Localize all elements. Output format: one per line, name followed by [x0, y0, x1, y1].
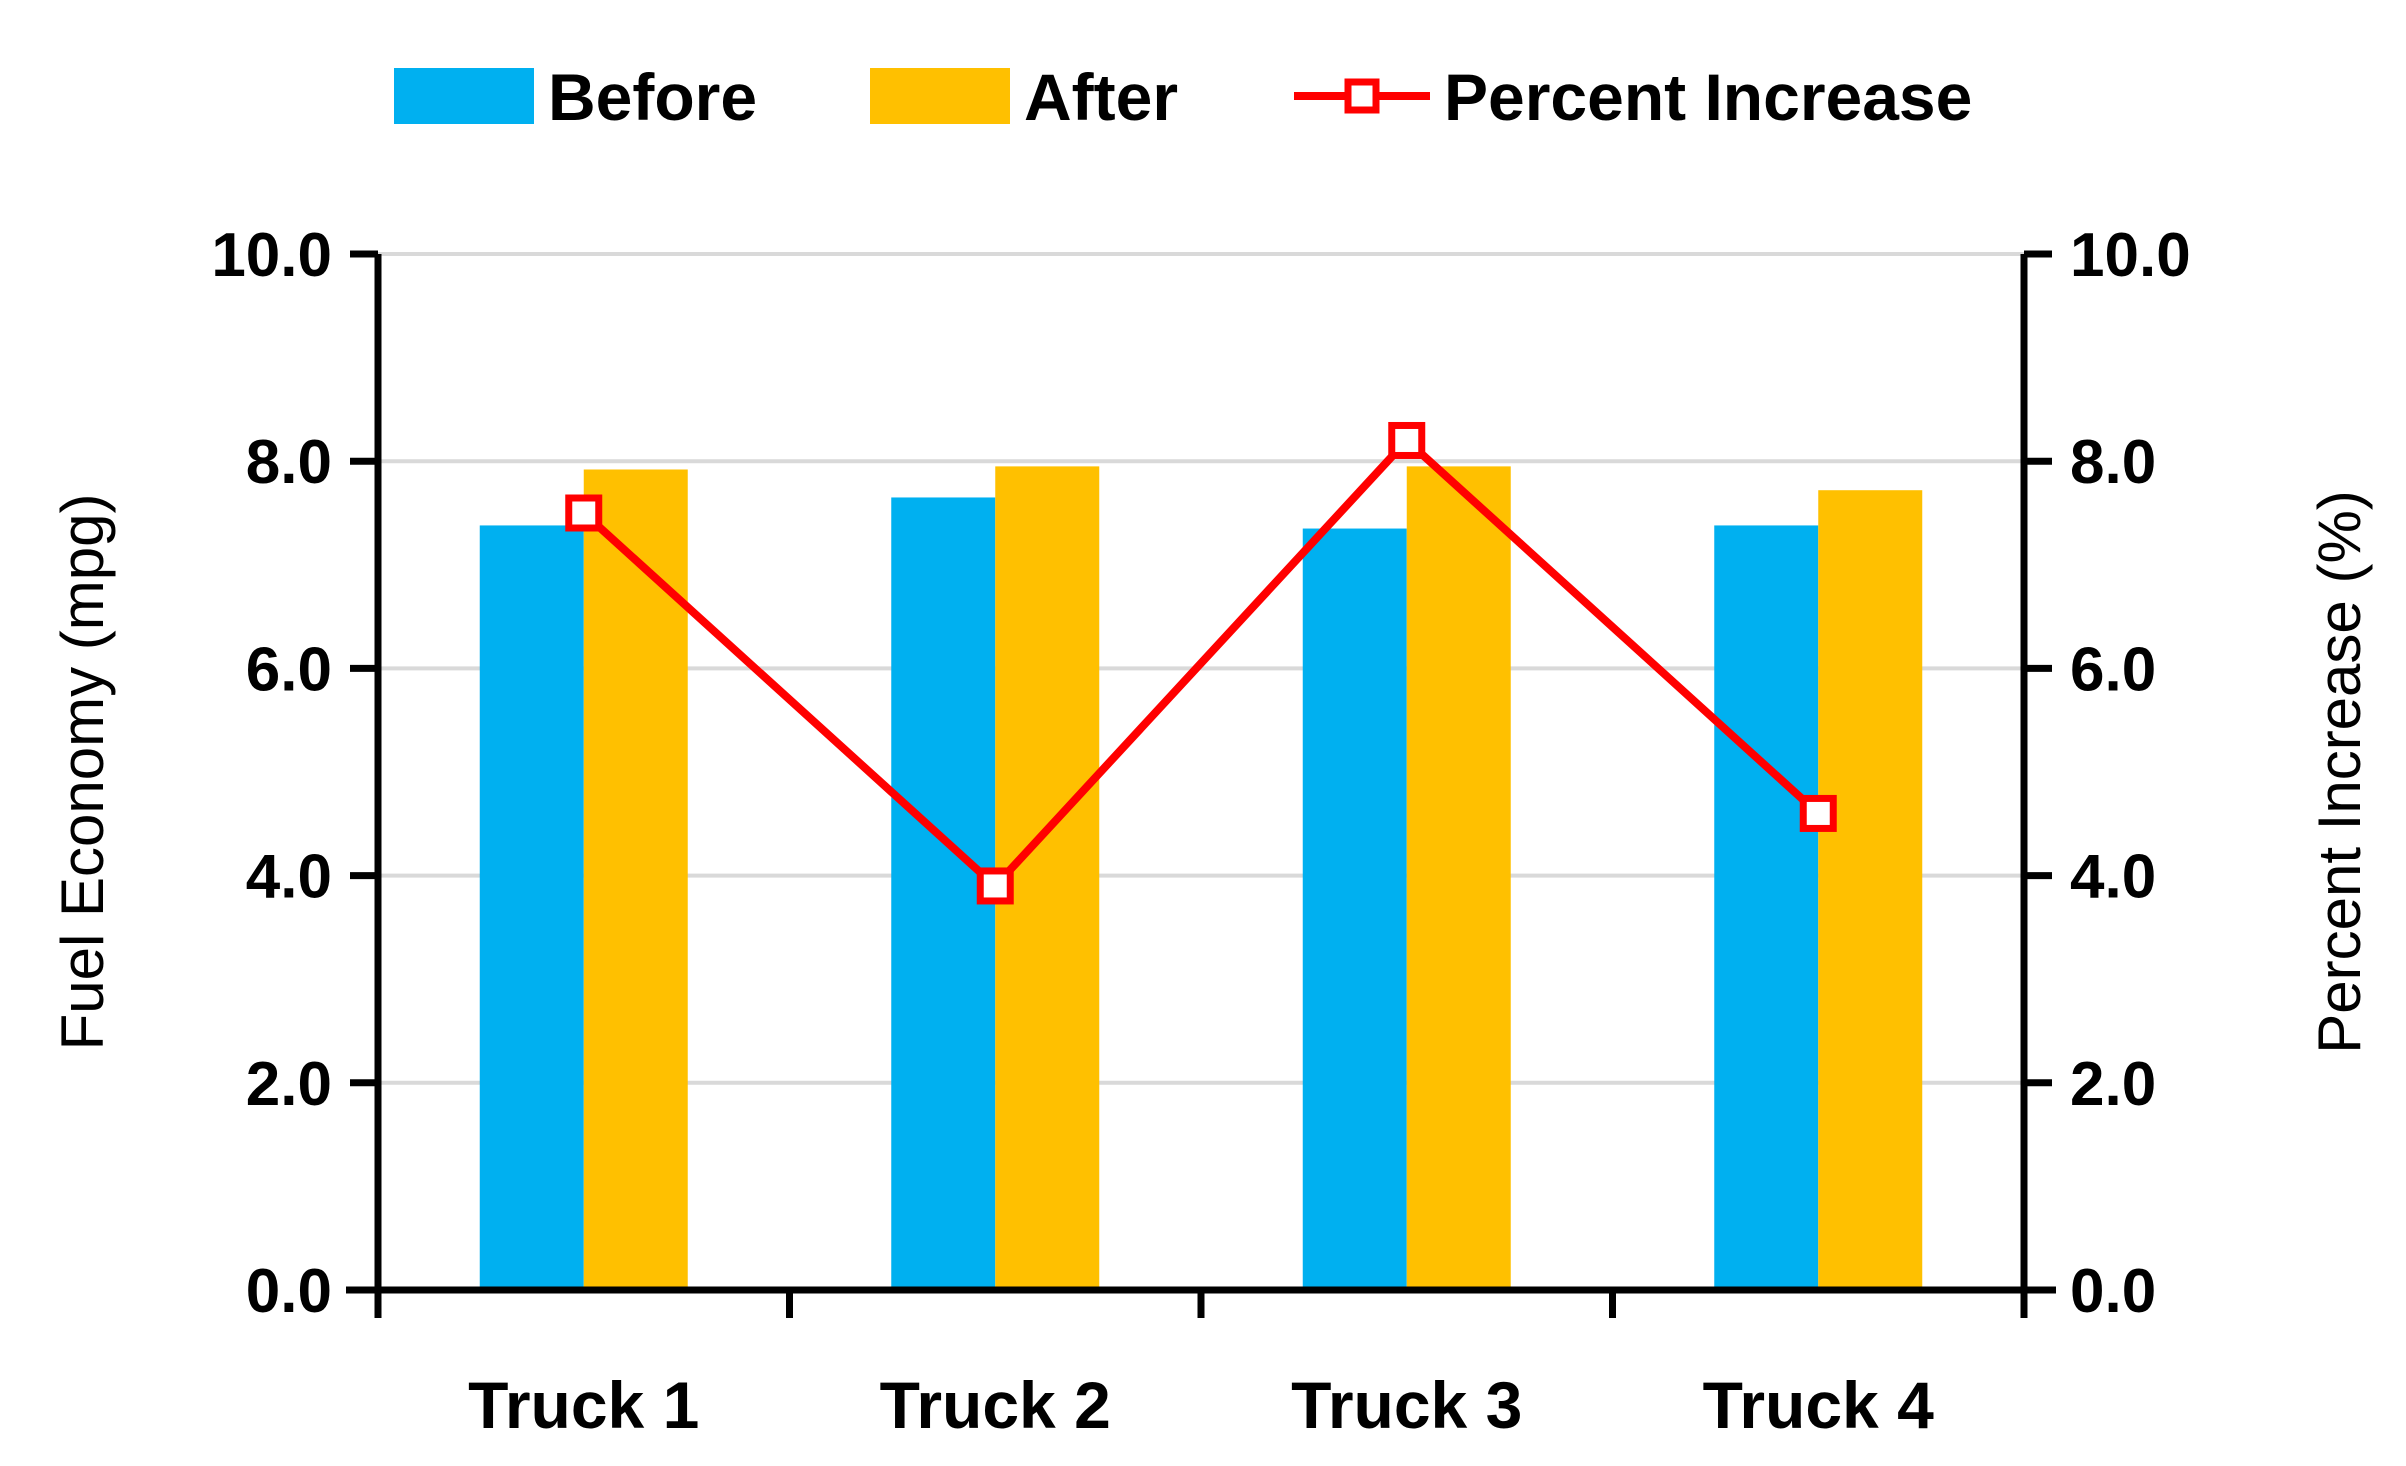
bar-before-3	[1302, 528, 1407, 1290]
right-y-tick-label: 10.0	[2070, 221, 2191, 290]
marker-percent-increase-2	[976, 867, 1014, 905]
bars	[479, 466, 1923, 1291]
left-y-tick-label: 2.0	[246, 1050, 332, 1119]
percent-increase-series	[565, 421, 1837, 905]
left-y-tick-label: 10.0	[211, 221, 332, 290]
legend-label-before: Before	[548, 60, 757, 134]
x-category-label: Truck 1	[468, 1368, 699, 1442]
marker-percent-increase-1	[565, 494, 603, 532]
legend-swatch-before	[394, 68, 534, 124]
legend-swatch-after	[870, 68, 1010, 124]
bar-after-1	[583, 469, 688, 1290]
right-y-tick-label: 6.0	[2070, 635, 2156, 704]
x-category-labels: Truck 1 Truck 2 Truck 3 Truck 4	[468, 1368, 1934, 1442]
marker-percent-increase-3	[1388, 421, 1426, 459]
line-percent-increase	[581, 436, 1821, 890]
bar-after-4	[1818, 490, 1923, 1290]
axis-ticks	[350, 250, 2052, 1318]
right-y-tick-label: 2.0	[2070, 1050, 2156, 1119]
left-y-tick-label: 6.0	[246, 635, 332, 704]
left-y-tick-label: 4.0	[246, 843, 332, 912]
right-y-tick-label: 4.0	[2070, 843, 2156, 912]
legend: Before After Percent Increase	[394, 60, 1972, 134]
right-y-tick-label: 0.0	[2070, 1257, 2156, 1326]
bar-before-1	[479, 525, 584, 1290]
left-y-tick-label: 0.0	[246, 1257, 332, 1326]
right-y-tick-labels: 0.0 2.0 4.0 6.0 8.0 10.0	[2070, 221, 2191, 1326]
bar-before-4	[1714, 525, 1819, 1290]
left-y-tick-labels: 0.0 2.0 4.0 6.0 8.0 10.0	[211, 221, 332, 1326]
right-y-axis-title: Percent Increase (%)	[2306, 490, 2373, 1054]
legend-label-percent-increase: Percent Increase	[1444, 60, 1972, 134]
marker-percent-increase-4	[1799, 794, 1837, 832]
x-category-label: Truck 3	[1291, 1368, 1522, 1442]
left-y-tick-label: 8.0	[246, 428, 332, 497]
left-y-axis-title: Fuel Economy (mpg)	[49, 494, 116, 1051]
legend-marker-percent-increase	[1344, 78, 1380, 114]
right-y-tick-label: 8.0	[2070, 428, 2156, 497]
x-category-label: Truck 4	[1703, 1368, 1934, 1442]
x-category-label: Truck 2	[880, 1368, 1111, 1442]
legend-label-after: After	[1024, 60, 1178, 134]
bar-after-3	[1406, 466, 1511, 1290]
